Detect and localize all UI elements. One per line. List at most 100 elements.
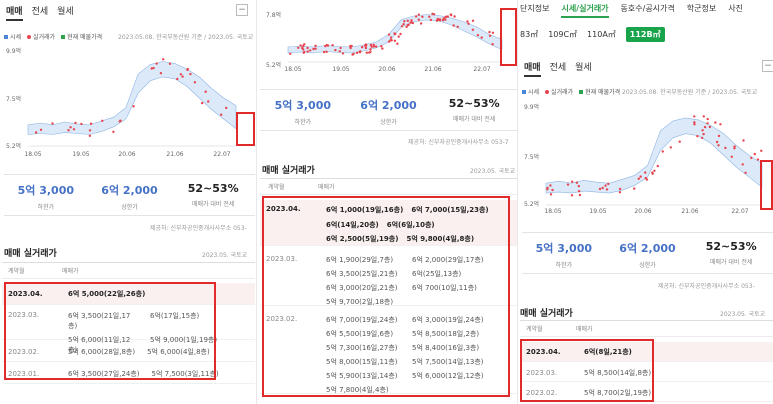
x-tick: 20.06 (118, 151, 136, 158)
real-price-dot (374, 45, 378, 48)
summary-low: 5억 3,000 하한가 (535, 242, 593, 269)
real-price-dot (551, 188, 554, 192)
nav-unit-price[interactable]: 동호수/공시가격 (620, 4, 675, 13)
real-price-dot (488, 34, 492, 37)
table-row[interactable]: 2023.04. 6억(8일,21층) (520, 342, 773, 362)
real-price-dot (453, 15, 456, 18)
divider (517, 0, 518, 404)
tab-monthly[interactable]: 월세 (575, 63, 592, 73)
table-row[interactable]: 2023.04. 6억 5,000(22일,26층) (2, 283, 255, 305)
size-109c[interactable]: 109C㎡ (548, 30, 578, 39)
real-price-dot (309, 49, 312, 52)
real-price-dot (168, 62, 172, 65)
y-tick: 9.9억 (524, 104, 540, 111)
real-price-dot (186, 67, 189, 71)
table-row[interactable]: 2023.02. 6억 7,000(19일,24층) 6억 3,000(19일,… (260, 310, 517, 394)
real-price-dot (365, 51, 368, 54)
real-price-dot (601, 186, 604, 190)
table-row[interactable]: 2023.01. 6억 3,500(27일,24층) 5억 7,500(3일,11… (2, 364, 255, 384)
tab-jeonse[interactable]: 전세 (31, 7, 49, 17)
real-price-dot (193, 81, 197, 84)
real-price-dot (706, 122, 709, 125)
real-price-dot (724, 146, 727, 150)
real-price-dot (760, 149, 763, 152)
real-price-dot (162, 58, 165, 61)
divider (256, 0, 257, 404)
real-price-dot (645, 178, 649, 181)
real-price-dot (410, 21, 413, 24)
collapse-button[interactable]: − (762, 60, 773, 72)
table-row[interactable]: 2023.02. 5억 6,000(28일,8층) 5억 6,000(4일,8층) (2, 342, 255, 362)
price-chart (27, 58, 237, 147)
price-chart (287, 12, 503, 63)
real-price-dot (152, 66, 155, 70)
real-price-dot (397, 35, 400, 38)
real-price-dot (442, 17, 445, 20)
real-price-dot (389, 39, 392, 42)
tab-monthly[interactable]: 월세 (57, 7, 74, 17)
table-row[interactable]: 2023.03. 6억 3,500(21일,17층) 6억(17일,15층) 5… (2, 307, 255, 354)
real-price-dot (189, 72, 192, 76)
real-price-dot (414, 15, 418, 18)
real-price-dot (302, 44, 305, 48)
real-price-dot (480, 36, 483, 39)
real-price-dot (491, 43, 494, 46)
real-price-dot (693, 121, 696, 124)
table-row[interactable]: 2023.03. 5억 8,500(14일,8층) (520, 364, 773, 382)
nav-complex-info[interactable]: 단지정보 (520, 4, 550, 13)
real-price-dot (369, 43, 373, 47)
panel-left: 매매 전세 월세 − 시세 실거래가 현재 매물가격 2023.05.08. 한… (0, 0, 255, 404)
real-price-dot (753, 152, 756, 156)
real-price-dot (402, 23, 405, 26)
sales-title: 매매 실거래가 (262, 166, 315, 176)
collapse-button[interactable]: − (236, 4, 248, 16)
real-price-dot (394, 32, 397, 36)
official-swatch-icon (579, 89, 584, 94)
size-83[interactable]: 83㎡ (520, 30, 539, 39)
real-price-dot (733, 145, 736, 148)
table-header: 계약월 매매가 (520, 320, 773, 337)
real-price-dot (396, 42, 399, 45)
real-price-dot (372, 45, 376, 48)
size-112b[interactable]: 112B㎡ (625, 27, 665, 42)
real-price-dot (644, 171, 647, 174)
real-price-dot (577, 184, 580, 188)
real-price-dot (491, 31, 495, 34)
tab-sale[interactable]: 매매 (524, 60, 541, 77)
real-price-dot (639, 175, 642, 178)
sales-date: 2023.05. 국토교 (720, 311, 766, 318)
real-price-dot (331, 44, 334, 47)
real-price-dot (360, 46, 364, 49)
nav-school[interactable]: 학군정보 (686, 4, 717, 13)
real-price-dot (605, 188, 609, 191)
real-dot-icon (27, 34, 32, 39)
nav-photos[interactable]: 사진 (728, 4, 743, 13)
real-price-dot (441, 19, 445, 22)
real-price-dot (678, 140, 681, 143)
summary-low: 5억 3,000 하한가 (17, 184, 75, 211)
price-summary: 5억 3,000 하한가 6억 2,000 상한가 52~53% 매매가 대비 전세 (522, 232, 773, 274)
nav-price[interactable]: 시세/실거래가 (561, 3, 609, 18)
tab-sale[interactable]: 매매 (6, 4, 23, 21)
real-price-dot (651, 171, 654, 174)
size-110a[interactable]: 110A㎡ (587, 30, 616, 39)
y-tick: 5.2억 (6, 143, 22, 150)
deal-type-tabs: 매매 전세 월세 (6, 4, 74, 21)
x-tick: 18.05 (24, 151, 42, 158)
table-row[interactable]: 2023.03. 6억 1,900(29일,7층) 6억 2,000(29일,1… (260, 250, 517, 306)
real-price-dot (570, 194, 574, 197)
col-price: 매매가 (318, 184, 335, 191)
panel-middle: 7.8억 5.2억 18.05 19.05 20.06 21.06 22.07 … (258, 0, 517, 404)
real-price-dot (364, 46, 368, 50)
provider-text: 제공처: 신부자공인중개사사무소 053- (658, 283, 755, 290)
x-tick: 18.05 (544, 208, 562, 215)
real-price-dot (419, 22, 423, 25)
real-price-dot (471, 28, 475, 31)
real-price-dot (405, 25, 408, 29)
real-price-dot (406, 24, 409, 27)
table-row[interactable]: 2023.04. 6억 1,000(19일,16층) 6억 7,000(15일,… (260, 200, 517, 246)
tab-jeonse[interactable]: 전세 (549, 63, 567, 73)
sales-title: 매매 실거래가 (4, 249, 57, 259)
real-price-dot (369, 50, 372, 53)
col-price: 매매가 (576, 326, 593, 333)
